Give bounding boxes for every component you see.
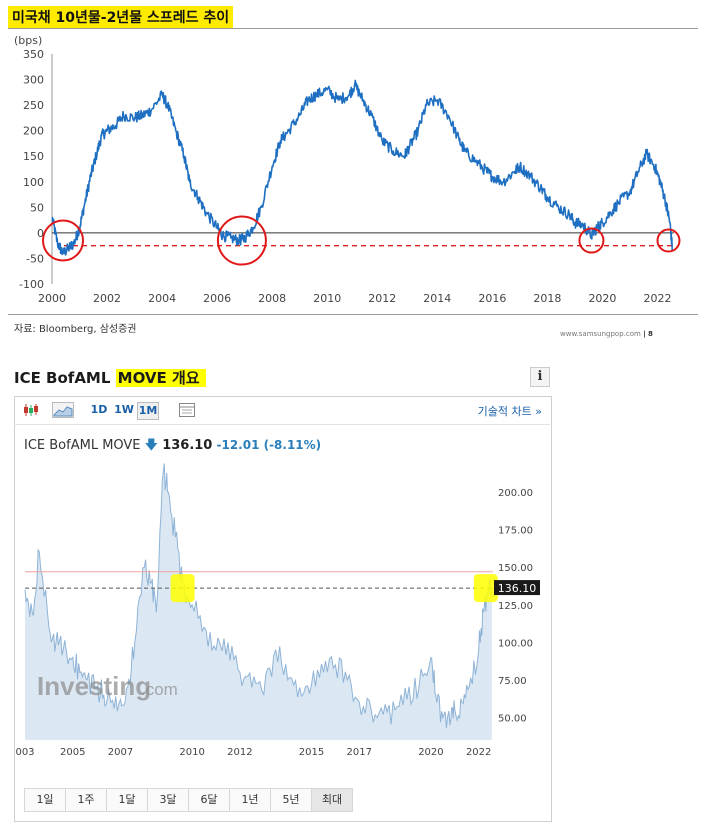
y-tick-label: 125.00 (498, 601, 533, 612)
range-6month-button[interactable]: 6달 (189, 789, 230, 811)
technical-chart-link[interactable]: 기술적 차트 » (477, 405, 542, 418)
page-number: | 8 (643, 330, 653, 338)
table-icon[interactable] (178, 402, 196, 418)
range-1d-button[interactable]: 1D (90, 403, 108, 416)
range-1week-button[interactable]: 1주 (66, 789, 107, 811)
y-tick-label: 150.00 (498, 563, 533, 574)
move-section-title: ICE BofAML MOVE 개요 (14, 367, 206, 388)
y-tick-label: 75.00 (498, 676, 527, 687)
x-tick-label: 2007 (108, 747, 133, 758)
y-tick-label: 0 (37, 227, 44, 240)
info-button[interactable]: i (530, 367, 550, 387)
y-axis-label: (bps) (14, 34, 42, 47)
title-divider (8, 28, 698, 29)
x-tick-label: 2022 (466, 747, 491, 758)
y-tick-label: 200.00 (498, 488, 533, 499)
range-1w-button[interactable]: 1W (114, 403, 134, 416)
highlight-circle (578, 227, 605, 254)
y-tick-label: 100 (23, 176, 44, 189)
x-tick-label: 2020 (418, 747, 443, 758)
highlight-circle (216, 215, 267, 266)
x-tick-label: 2010 (179, 747, 204, 758)
top-chart-title: 미국채 10년물-2년물 스프레드 추이 (8, 6, 234, 29)
move-chart: 50.00 75.00 100.00 125.00 150.00 175.00 200.00… (15, 463, 540, 758)
y-tick-label: 50 (30, 201, 44, 214)
x-tick-label: 003 (15, 747, 34, 758)
move-series-area (25, 463, 492, 740)
range-max-button[interactable]: 최대 (312, 789, 352, 811)
source-note: 자료: Bloomberg, 삼성증권 (14, 324, 137, 335)
x-tick-label: 2017 (347, 747, 372, 758)
price-tag-value: 136.10 (498, 582, 537, 595)
price-change-pct: (-8.11%) (263, 438, 322, 452)
y-tick-label: 175.00 (498, 526, 533, 537)
highlight-circle (42, 219, 85, 262)
range-3month-button[interactable]: 3달 (148, 789, 189, 811)
x-tick-label: 2020 (588, 292, 616, 305)
move-series-line (24, 463, 493, 728)
x-tick-label: 2018 (533, 292, 561, 305)
last-price: 136.10 (162, 438, 213, 453)
x-tick-label: 2022 (643, 292, 671, 305)
spread-chart: -100 -50 0 50 100 150 200 250 300 350 2000 2002 200… (14, 34, 681, 305)
down-arrow-icon: 🡇 (144, 438, 159, 453)
x-tick-label: 2010 (313, 292, 341, 305)
y-tick-label: 250 (23, 99, 44, 112)
site-footer: www.samsungpop.com | 8 (560, 330, 653, 338)
x-tick-label: 2006 (203, 292, 231, 305)
price-change: -12.01 (216, 438, 260, 452)
y-tick-label: 300 (23, 74, 44, 87)
spread-series-line (51, 79, 674, 256)
x-tick-label: 2016 (478, 292, 506, 305)
highlight-circle (656, 228, 681, 253)
investing-watermark: Investing (37, 671, 151, 701)
y-tick-label: 200 (23, 125, 44, 138)
x-tick-label: 2002 (93, 292, 121, 305)
x-tick-label: 2014 (423, 292, 451, 305)
x-tick-label: 2008 (258, 292, 286, 305)
instrument-name: ICE BofAML MOVE (24, 438, 141, 453)
x-tick-label: 2004 (148, 292, 176, 305)
y-tick-label: -50 (26, 252, 44, 265)
y-tick-label: -100 (19, 278, 44, 291)
move-title-plain: ICE BofAML (14, 369, 116, 387)
range-1year-button[interactable]: 1년 (230, 789, 271, 811)
range-1m-button[interactable]: 1M (137, 402, 159, 420)
x-tick-label: 2000 (38, 292, 66, 305)
x-tick-label: 2012 (368, 292, 396, 305)
y-tick-label: 100.00 (498, 638, 533, 649)
candlestick-icon[interactable] (22, 402, 40, 418)
range-button-bar: 1일 1주 1달 3달 6달 1년 5년 최대 (24, 788, 353, 812)
source-divider (8, 314, 698, 315)
site-url: www.samsungpop.com (560, 330, 641, 338)
x-tick-label: 2015 (299, 747, 324, 758)
x-tick-label: 2012 (227, 747, 252, 758)
y-tick-label: 350 (23, 48, 44, 61)
chart-toolbar: 1D 1W 1M 기술적 차트 » (14, 396, 550, 425)
quote-header: ICE BofAML MOVE 🡇 136.10 -12.01 (-8.11%) (24, 436, 321, 458)
range-1month-button[interactable]: 1달 (107, 789, 148, 811)
move-chart-panel (14, 396, 552, 822)
range-5year-button[interactable]: 5년 (271, 789, 312, 811)
highlight-box (170, 574, 195, 603)
x-tick-label: 2005 (60, 747, 85, 758)
investing-watermark-suffix: .com (141, 680, 178, 699)
area-chart-icon[interactable] (52, 402, 74, 418)
move-title-highlight: MOVE 개요 (115, 369, 206, 387)
y-tick-label: 50.00 (498, 713, 527, 724)
highlight-box (473, 574, 498, 603)
range-1day-button[interactable]: 1일 (25, 789, 66, 811)
price-tag: 136.10 (494, 580, 540, 596)
y-tick-label: 150 (23, 150, 44, 163)
